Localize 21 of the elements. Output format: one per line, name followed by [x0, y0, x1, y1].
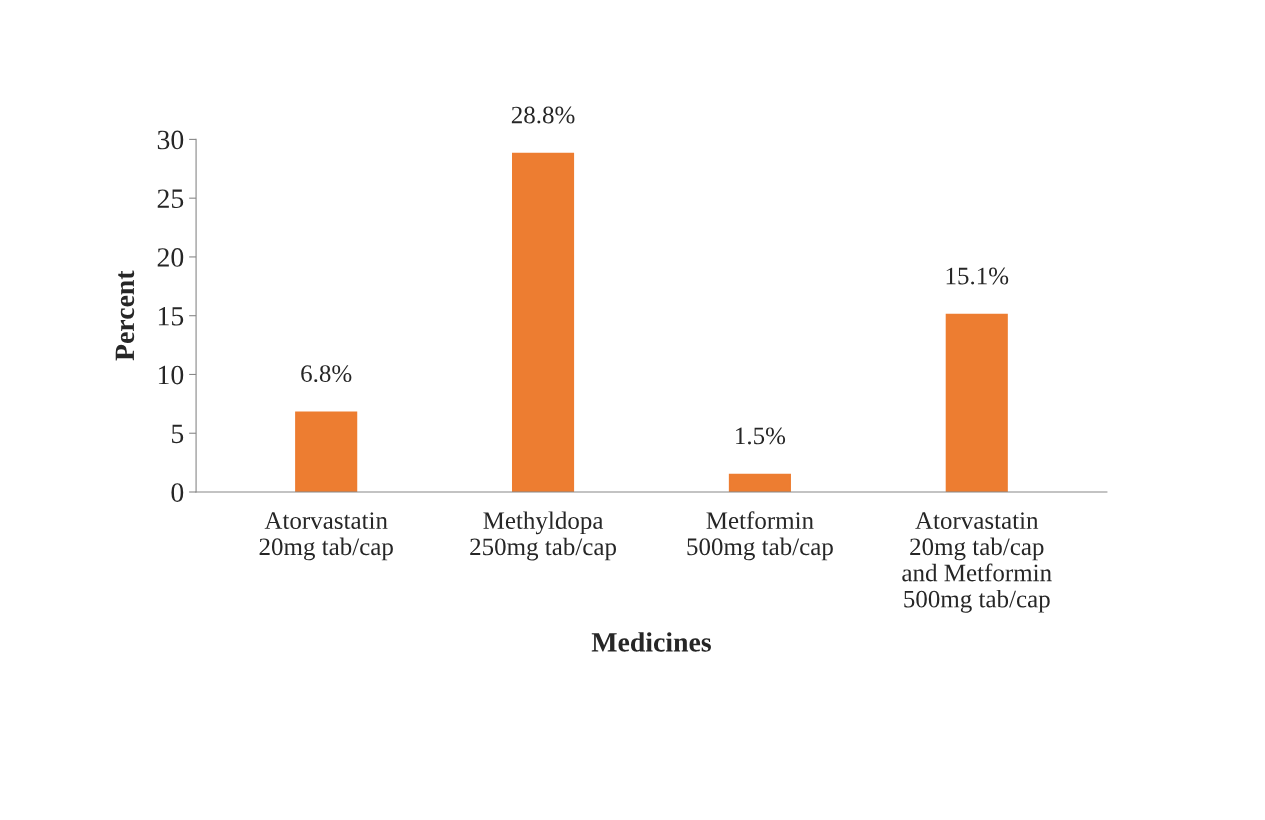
x-tick-label: Methyldopa 250mg tab/cap [470, 511, 617, 561]
y-tick-label: 20 [157, 248, 184, 267]
bar [945, 313, 1008, 492]
data-label: 6.8% [301, 365, 352, 383]
y-tick-label: 5 [172, 424, 184, 444]
bar [295, 411, 358, 492]
y-tick-label: 15 [158, 307, 184, 326]
x-tick-label: Metformin 500mg tab/cap [687, 511, 833, 561]
bar [511, 152, 575, 492]
y-axis-title: Percent [115, 270, 135, 361]
x-tick-label: Atorvastatin 20mg tab/cap [259, 512, 393, 561]
data-label: 15.1% [946, 267, 1009, 285]
x-tick-label: Atorvastatin 20mg tab/cap and Metformin 500mg tab/cap [902, 512, 1052, 613]
y-tick-label: 25 [157, 189, 184, 209]
bar [728, 473, 791, 492]
data-label: 28.8% [511, 106, 575, 124]
data-label: 1.5% [736, 427, 786, 445]
x-axis-title: Medicines [591, 632, 711, 652]
y-tick-label: 10 [158, 365, 184, 385]
y-tick-label: 30 [157, 130, 184, 150]
y-tick-label: 0 [171, 483, 184, 502]
